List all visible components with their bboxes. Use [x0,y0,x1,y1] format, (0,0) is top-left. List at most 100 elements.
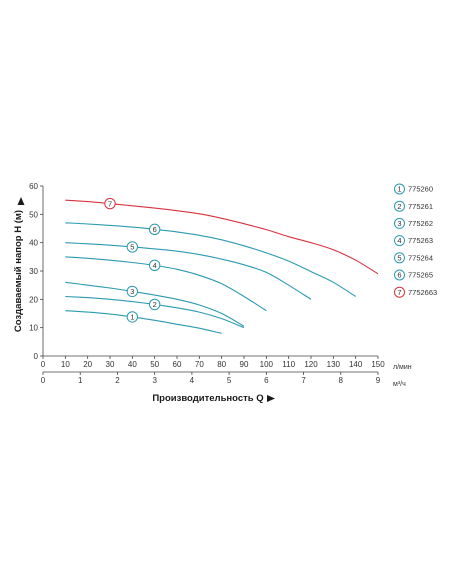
x-tick-label-m3h: 9 [376,376,381,385]
x-tick-label-lmin: 110 [282,360,295,369]
x-tick-label-lmin: 90 [240,360,249,369]
x-tick-label-m3h: 5 [227,376,232,385]
x-tick-label-m3h: 0 [41,376,46,385]
curve-marker-4: 4 [148,259,161,272]
x-tick-label-lmin: 120 [304,360,318,369]
legend-marker-number: 1 [397,185,401,194]
legend-label: 775262 [408,219,433,228]
x-tick-label-lmin: 150 [371,360,385,369]
legend-label: 7752663 [408,288,437,297]
legend: 1 775260 2 775261 3 775262 4 775263 5 775264 6 7752… [394,183,437,298]
x-axis-title: Производительность Q [152,393,263,404]
curve-7752663 [65,199,379,275]
y-tick-label: 60 [29,182,38,191]
marker-circle [148,259,161,272]
legend-label: 775263 [408,236,433,245]
legend-label: 775261 [408,202,433,211]
y-tick-label: 20 [29,295,38,304]
curve-775264 [65,242,312,300]
legend-item-775262: 3 775262 [394,217,433,229]
curve-775260 [65,310,222,334]
x-tick-label-lmin: 10 [61,360,70,369]
x-unit-m3h: м³/ч [393,381,406,388]
legend-marker-circle [394,217,405,229]
x-tick-label-m3h: 3 [152,376,157,385]
x-tick-label-lmin: 50 [150,360,159,369]
legend-marker-circle [394,252,405,264]
legend-label: 775265 [408,271,433,280]
marker-number: 3 [130,287,134,296]
y-axis-title-arrow-icon [17,197,25,205]
x-tick-label-lmin: 0 [41,360,46,369]
legend-marker-number: 2 [397,202,401,211]
x-tick-label-m3h: 6 [264,376,269,385]
x-tick-label-lmin: 80 [217,360,226,369]
marker-number: 1 [130,313,134,322]
legend-marker-number: 4 [397,236,401,245]
x-unit-lmin: л/мин [393,364,412,371]
curve-marker-3: 3 [126,285,139,298]
legend-item-775260: 1 775260 [394,183,433,195]
legend-marker-circle [394,183,405,195]
x-axis-title-arrow-icon [267,395,275,402]
legend-marker-number: 5 [397,253,401,262]
x-tick-label-lmin: 30 [106,360,115,369]
marker-circle [126,285,139,298]
legend-marker-circle [394,286,405,298]
curve-marker-7: 7 [104,197,116,210]
curve-775262 [65,281,245,327]
curve-775265 [65,222,356,297]
marker-number: 5 [130,243,134,252]
performance-curves [65,199,379,334]
legend-marker-number: 7 [397,288,401,297]
x-tick-label-m3h: 4 [190,376,195,385]
axes [40,185,379,375]
legend-item-775265: 6 775265 [394,269,433,281]
x-tick-label-lmin: 130 [327,360,341,369]
legend-marker-circle [394,269,405,281]
marker-circle [104,197,116,210]
marker-circle [126,241,139,253]
x-tick-label-m3h: 2 [115,376,120,385]
x-tick-label-m3h: 7 [301,376,306,385]
y-tick-label: 40 [29,239,38,248]
marker-circle [148,223,161,236]
x-tick-label-lmin: 60 [173,360,182,369]
legend-label: 775264 [408,253,433,262]
marker-number: 7 [108,199,112,208]
legend-marker-circle [394,235,405,247]
legend-item-775263: 4 775263 [394,235,433,247]
legend-item-775261: 2 775261 [394,200,433,212]
legend-marker-number: 6 [397,271,401,280]
curve-markers: 1 2 3 4 5 6 7 [104,197,161,323]
marker-number: 4 [153,261,157,270]
marker-circle [148,298,161,311]
legend-item-7752663: 7 7752663 [394,286,437,298]
marker-circle [126,311,139,323]
y-tick-label: 10 [29,324,38,333]
legend-marker-number: 3 [397,219,401,228]
y-tick-label: 50 [29,210,38,219]
curve-marker-6: 6 [148,223,161,236]
y-tick-label: 0 [34,352,39,361]
x-tick-label-lmin: 40 [128,360,137,369]
x-tick-label-m3h: 1 [78,376,83,385]
marker-number: 6 [153,225,157,234]
legend-item-775264: 5 775264 [394,252,433,264]
y-axis-title: Создаваемый напор Н (м) [13,210,24,332]
curve-marker-1: 1 [126,311,139,323]
x-tick-label-lmin: 20 [83,360,92,369]
y-tick-label: 30 [29,267,38,276]
marker-number: 2 [153,300,157,309]
x-tick-label-lmin: 70 [195,360,204,369]
curve-marker-5: 5 [126,241,139,253]
x-tick-label-m3h: 8 [339,376,344,385]
x-tick-label-lmin: 140 [349,360,363,369]
legend-marker-circle [394,200,405,212]
curve-775263 [65,256,267,312]
curve-marker-2: 2 [148,298,161,311]
x-tick-label-lmin: 100 [260,360,274,369]
legend-label: 775260 [408,185,433,194]
